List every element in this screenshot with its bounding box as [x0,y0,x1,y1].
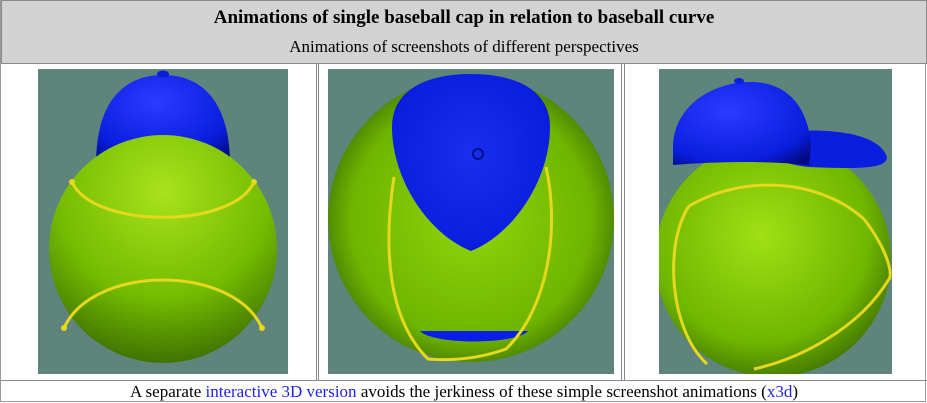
seam-point [61,325,67,331]
cap-button [157,70,169,78]
cap-crown [673,82,811,165]
seam-upper [70,181,256,219]
cap-button [472,148,484,160]
caption-text-end: ) [792,382,799,401]
table-caption: A separate interactive 3D version avoids… [1,380,927,402]
screenshot-cell-front [3,64,317,380]
cap-visor-edge [420,331,528,342]
front-view-animation [38,69,288,374]
x3d-link[interactable]: x3d [766,382,793,401]
table-subtitle: Animations of screenshots of different p… [289,37,639,56]
ball [659,141,891,374]
seam-right [753,218,892,371]
caption-text-start: A separate [129,382,206,401]
cap-crown [392,74,550,251]
top-view-animation [328,69,614,374]
seam-loop [387,166,554,362]
seam-front [672,205,709,366]
seam-lower [62,278,264,329]
table-header: Animations of single baseball cap in rel… [1,0,927,64]
cap-button [734,78,744,84]
seam-point [251,179,257,185]
screenshot-cell-top [318,64,622,380]
interactive-3d-version-link[interactable]: interactive 3D version [205,382,357,401]
seam-point [259,325,265,331]
ball [49,135,277,363]
seam-top [688,183,865,221]
caption-text-middle: avoids the jerkiness of these simple scr… [356,382,767,401]
table-title: Animations of single baseball cap in rel… [213,7,715,28]
side-view-animation [659,69,892,374]
seam-point [69,179,75,185]
screenshot-cell-side [624,64,925,380]
